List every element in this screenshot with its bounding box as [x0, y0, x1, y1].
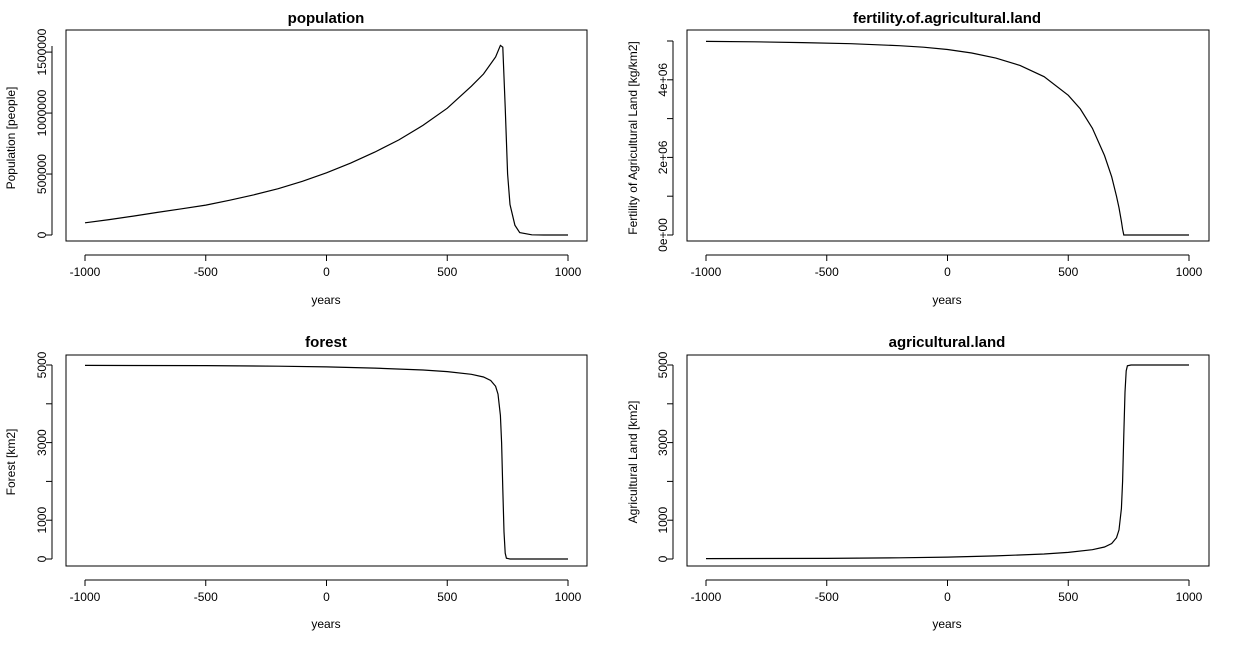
y-tick-label: 5000: [656, 351, 670, 378]
x-tick-label: -500: [815, 590, 839, 604]
plot-frame: [65, 29, 588, 242]
x-axis-label: years: [932, 617, 961, 631]
y-ticks: 0 1000 3000 5000: [35, 351, 52, 562]
panel-title: agricultural.land: [889, 334, 1006, 351]
y-tick-label: 1500000: [35, 28, 49, 75]
series-line: [84, 44, 568, 236]
x-ticks: -1000 -500 0 500 1000: [70, 255, 582, 279]
panel-title: population: [288, 10, 365, 27]
x-tick-label: 500: [437, 590, 457, 604]
y-axis-label: Agricultural Land [km2]: [626, 401, 640, 524]
series-line: [705, 364, 1189, 560]
x-tick-label: 1000: [1176, 590, 1203, 604]
series-line: [705, 40, 1189, 236]
y-tick-label: 5000: [35, 351, 49, 378]
x-tick-label: -500: [815, 265, 839, 279]
x-ticks: -1000 -500 0 500 1000: [70, 580, 582, 604]
x-tick-label: 1000: [555, 590, 582, 604]
x-tick-label: 0: [944, 590, 951, 604]
y-tick-label: 500000: [35, 154, 49, 194]
x-tick-label: 1000: [555, 265, 582, 279]
x-tick-label: 0: [944, 265, 951, 279]
y-tick-label: 4e+06: [656, 63, 670, 97]
y-ticks: 0 1000 3000 5000: [656, 351, 673, 562]
x-tick-label: -1000: [691, 265, 722, 279]
panel-fertility-of-agricultural-land: fertility.of.agricultural.land -1000 -500…: [626, 10, 1210, 307]
y-tick-label: 1000000: [35, 89, 49, 136]
x-tick-label: 500: [437, 265, 457, 279]
x-tick-label: -500: [194, 590, 218, 604]
y-axis-label: Fertility of Agricultural Land [kg/km2]: [626, 41, 640, 234]
y-ticks: 0e+00 2e+06 4e+06: [656, 40, 673, 252]
panel-title: fertility.of.agricultural.land: [853, 10, 1041, 27]
plot-frame: [686, 29, 1210, 242]
x-tick-label: -500: [194, 265, 218, 279]
y-tick-label: 2e+06: [656, 140, 670, 174]
x-ticks: -1000 -500 0 500 1000: [691, 255, 1203, 279]
panel-forest: forest -1000 -500 0 500 1000 0 1000 3000 5000 y…: [4, 334, 588, 631]
y-tick-label: 3000: [35, 429, 49, 456]
panel-title: forest: [305, 334, 347, 351]
x-axis-label: years: [311, 293, 340, 307]
y-axis-label: Population [people]: [4, 87, 18, 190]
y-tick-label: 0: [35, 231, 49, 238]
y-tick-label: 1000: [656, 507, 670, 534]
y-tick-label: 0: [35, 555, 49, 562]
x-tick-label: 1000: [1176, 265, 1203, 279]
x-axis-label: years: [311, 617, 340, 631]
y-tick-label: 1000: [35, 507, 49, 534]
x-tick-label: -1000: [70, 265, 101, 279]
series-line: [84, 364, 568, 560]
x-tick-label: 0: [323, 590, 330, 604]
plot-frame: [65, 354, 588, 567]
x-tick-label: 500: [1058, 590, 1078, 604]
plot-frame: [686, 354, 1210, 567]
y-axis-label: Forest [km2]: [4, 429, 18, 496]
y-tick-label: 0: [656, 555, 670, 562]
y-ticks: 0 500000 1000000 1500000: [35, 28, 52, 238]
x-tick-label: 0: [323, 265, 330, 279]
y-tick-label: 3000: [656, 429, 670, 456]
x-tick-label: 500: [1058, 265, 1078, 279]
y-tick-label: 0e+00: [656, 218, 670, 252]
x-tick-label: -1000: [691, 590, 722, 604]
x-tick-label: -1000: [70, 590, 101, 604]
x-ticks: -1000 -500 0 500 1000: [691, 580, 1203, 604]
x-axis-label: years: [932, 293, 961, 307]
panel-agricultural-land: agricultural.land -1000 -500 0 500 1000 0 100…: [626, 334, 1210, 631]
panel-population: population -1000 -500 0 500 1000 0 500000 1000…: [4, 10, 588, 307]
